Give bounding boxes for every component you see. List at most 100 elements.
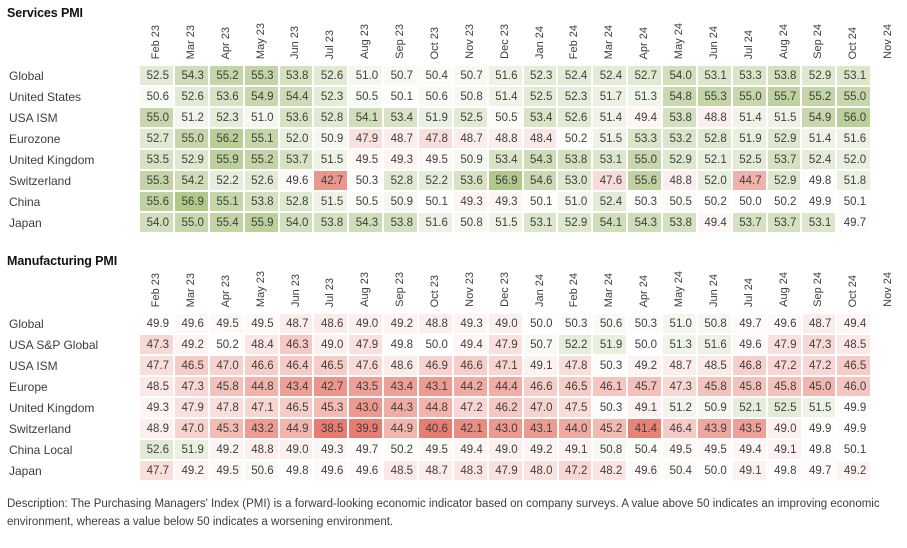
heatmap-cell: 49.6	[279, 171, 313, 190]
heatmap-cell: 49.2	[175, 335, 208, 354]
column-header-label: Oct 23	[428, 26, 441, 59]
heatmap-cell: 47.0	[523, 398, 557, 417]
heatmap-cell: 50.8	[593, 440, 627, 459]
column-header-label: Sep 23	[394, 24, 407, 59]
heatmap-cell: 54.0	[663, 66, 696, 85]
heatmap-cell: 47.1	[488, 356, 522, 375]
heatmap-cell: 50.8	[453, 213, 487, 232]
column-header-label: Apr 23	[219, 26, 232, 59]
column-header: Jul 24	[733, 8, 766, 64]
heatmap-row: United Kingdom 49.3 47.9 47.8 47.1 46.5 45.3 43…	[9, 398, 905, 417]
heatmap-cell: 50.1	[837, 440, 871, 459]
heatmap-cell: 47.7	[140, 356, 174, 375]
column-header-label: Apr 23	[219, 274, 232, 307]
heatmap-cell: 49.1	[558, 440, 592, 459]
heatmap-cell: 52.4	[593, 192, 627, 211]
heatmap-row: Global 49.9 49.6 49.5 49.5 48.7 48.6 49.0 49.2 48…	[9, 314, 905, 333]
heatmap-cell: 52.0	[697, 171, 731, 190]
empty-cell	[872, 213, 905, 232]
heatmap-cell: 50.7	[384, 66, 417, 85]
heatmap-row: USA S&P Global 47.3 49.2 50.2 48.4 46.3 49.0 47…	[9, 335, 905, 354]
heatmap-cell: 39.9	[349, 419, 383, 438]
heatmap-cell: 52.7	[140, 129, 173, 148]
column-header: Jun 23	[280, 8, 313, 64]
heatmap-cell: 52.8	[384, 171, 417, 190]
row-label: Switzerland	[9, 421, 72, 436]
heatmap-cell: 45.0	[802, 377, 836, 396]
heatmap-cell: 50.9	[314, 129, 348, 148]
column-header: Oct 24	[837, 256, 870, 312]
heatmap-cell: 55.0	[140, 108, 173, 127]
heatmap-cell: 50.5	[349, 192, 383, 211]
heatmap-cell: 52.4	[558, 66, 592, 85]
heatmap-cell: 53.6	[453, 171, 487, 190]
column-header-label: Jul 24	[742, 29, 755, 59]
heatmap-cell: 52.3	[558, 87, 592, 106]
heatmap-cell: 53.1	[837, 66, 871, 85]
heatmap-cell: 49.5	[349, 150, 383, 169]
heatmap-cell: 52.5	[140, 66, 173, 85]
row-label: USA S&P Global	[9, 337, 99, 352]
heatmap-row: China 55.6 56.9 55.1 53.8 52.8 51.5 50.5 50.9 50.…	[9, 192, 905, 211]
column-header: Jun 24	[698, 256, 731, 312]
heatmap-cell: 50.0	[697, 461, 731, 480]
heatmap-cell: 47.6	[349, 356, 383, 375]
heatmap-cell: 51.5	[593, 129, 627, 148]
heatmap-cell: 49.5	[663, 440, 696, 459]
column-header: Mar 24	[593, 256, 626, 312]
heatmap-cell: 53.8	[279, 66, 313, 85]
heatmap-cell: 43.5	[349, 377, 383, 396]
column-header-label: Mar 23	[184, 272, 197, 307]
heatmap-cell: 53.8	[663, 213, 696, 232]
heatmap-cell: 42.7	[314, 171, 348, 190]
heatmap-cell: 50.7	[523, 335, 557, 354]
heatmap-cell: 55.7	[767, 87, 801, 106]
heatmap-cell: 49.2	[209, 440, 243, 459]
heatmap-cell: 45.8	[209, 377, 243, 396]
heatmap-cell: 51.8	[837, 171, 871, 190]
column-header-label: May 24	[673, 270, 685, 307]
heatmap-cell: 49.9	[837, 398, 871, 417]
heatmap-cell: 50.2	[384, 440, 418, 459]
heatmap-cell: 45.8	[732, 377, 766, 396]
heatmap-cell: 47.8	[419, 129, 452, 148]
heatmap-cell: 49.8	[767, 461, 801, 480]
column-header-label: Jan 24	[533, 25, 546, 59]
heatmap-cell: 55.0	[732, 87, 766, 106]
heatmap-cell: 51.9	[419, 108, 452, 127]
heatmap-cell: 47.5	[558, 398, 592, 417]
column-header-label: Sep 24	[812, 24, 825, 59]
heatmap-cell: 43.5	[732, 419, 766, 438]
column-header: May 24	[663, 256, 696, 312]
column-header-label: Nov 24	[882, 24, 895, 59]
heatmap-cell: 49.2	[175, 461, 208, 480]
heatmap-cell: 47.0	[175, 419, 208, 438]
heatmap-cell: 53.5	[140, 150, 173, 169]
heatmap-cell: 51.6	[419, 213, 452, 232]
heatmap-cell: 52.5	[523, 87, 557, 106]
column-header-label: Sep 23	[394, 272, 407, 307]
heatmap-cell: 52.5	[453, 108, 487, 127]
column-header: Mar 23	[175, 256, 208, 312]
heatmap-cell: 54.0	[140, 213, 173, 232]
heatmap-cell: 46.5	[558, 377, 592, 396]
heatmap-cell: 52.6	[174, 87, 208, 106]
heatmap-cell: 46.5	[279, 398, 313, 417]
row-label: Japan	[9, 463, 42, 478]
heatmap-cell: 54.4	[279, 87, 313, 106]
heatmap-cell: 48.7	[384, 129, 417, 148]
column-header-label: Sep 24	[812, 272, 825, 307]
heatmap-cell: 49.0	[349, 314, 383, 333]
heatmap-cell: 50.3	[628, 314, 662, 333]
heatmap-cell: 55.2	[209, 66, 243, 85]
heatmap-cell: 54.9	[802, 108, 836, 127]
row-label: USA ISM	[9, 110, 58, 125]
heatmap-cell: 50.6	[419, 87, 452, 106]
column-header-label: Aug 24	[777, 24, 790, 59]
heatmap-cell: 45.3	[209, 419, 243, 438]
row-label: Japan	[9, 215, 42, 230]
column-header: Nov 23	[454, 256, 487, 312]
heatmap-cell: 48.7	[802, 314, 836, 333]
heatmap-cell: 43.0	[488, 419, 522, 438]
heatmap-cell: 46.5	[837, 356, 871, 375]
